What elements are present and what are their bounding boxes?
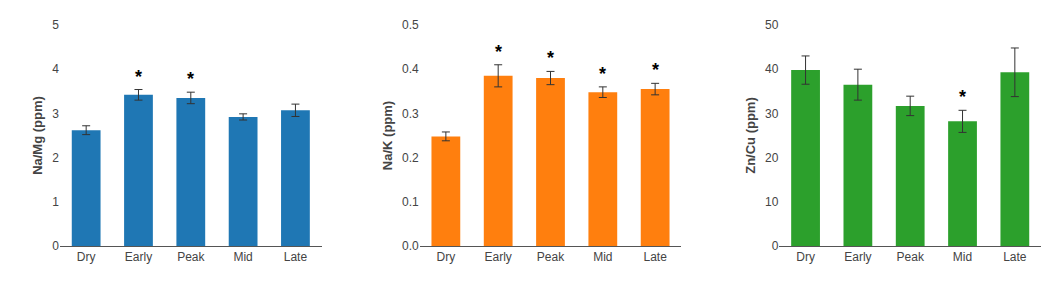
svg-text:*: * (599, 64, 606, 84)
svg-text:4: 4 (52, 62, 59, 76)
svg-text:Early: Early (125, 250, 152, 264)
svg-text:*: * (547, 48, 554, 68)
svg-text:50: 50 (765, 18, 779, 32)
svg-text:5: 5 (52, 18, 59, 32)
svg-text:Peak: Peak (177, 250, 205, 264)
svg-text:0.1: 0.1 (402, 195, 419, 209)
svg-text:Late: Late (1003, 250, 1027, 264)
svg-text:Mid: Mid (593, 250, 612, 264)
svg-text:*: * (652, 60, 659, 80)
svg-text:0.5: 0.5 (402, 18, 419, 32)
svg-text:Zn/Cu (ppm): Zn/Cu (ppm) (743, 97, 758, 174)
svg-text:Peak: Peak (897, 250, 925, 264)
svg-text:40: 40 (765, 62, 779, 76)
svg-text:Dry: Dry (437, 250, 456, 264)
svg-text:Dry: Dry (77, 250, 96, 264)
svg-text:Late: Late (643, 250, 667, 264)
svg-text:Peak: Peak (537, 250, 565, 264)
svg-text:*: * (495, 42, 502, 62)
svg-text:*: * (135, 67, 142, 87)
svg-text:30: 30 (765, 107, 779, 121)
svg-text:0.2: 0.2 (402, 151, 419, 165)
svg-text:*: * (959, 87, 966, 107)
svg-text:2: 2 (52, 151, 59, 165)
svg-text:Na/Mg (ppm): Na/Mg (ppm) (30, 96, 45, 175)
svg-text:3: 3 (52, 107, 59, 121)
svg-text:Early: Early (844, 250, 871, 264)
svg-text:Mid: Mid (233, 250, 252, 264)
svg-text:0: 0 (52, 239, 59, 253)
svg-text:0.3: 0.3 (402, 107, 419, 121)
svg-text:10: 10 (765, 195, 779, 209)
svg-text:Na/K (ppm): Na/K (ppm) (380, 101, 395, 170)
svg-text:Early: Early (485, 250, 512, 264)
svg-text:Mid: Mid (953, 250, 972, 264)
svg-text:Late: Late (284, 250, 308, 264)
svg-text:Dry: Dry (796, 250, 815, 264)
svg-text:1: 1 (52, 195, 59, 209)
svg-text:*: * (187, 69, 194, 89)
svg-text:0: 0 (772, 239, 779, 253)
svg-text:0.0: 0.0 (402, 239, 419, 253)
svg-text:20: 20 (765, 151, 779, 165)
svg-text:0.4: 0.4 (402, 62, 419, 76)
